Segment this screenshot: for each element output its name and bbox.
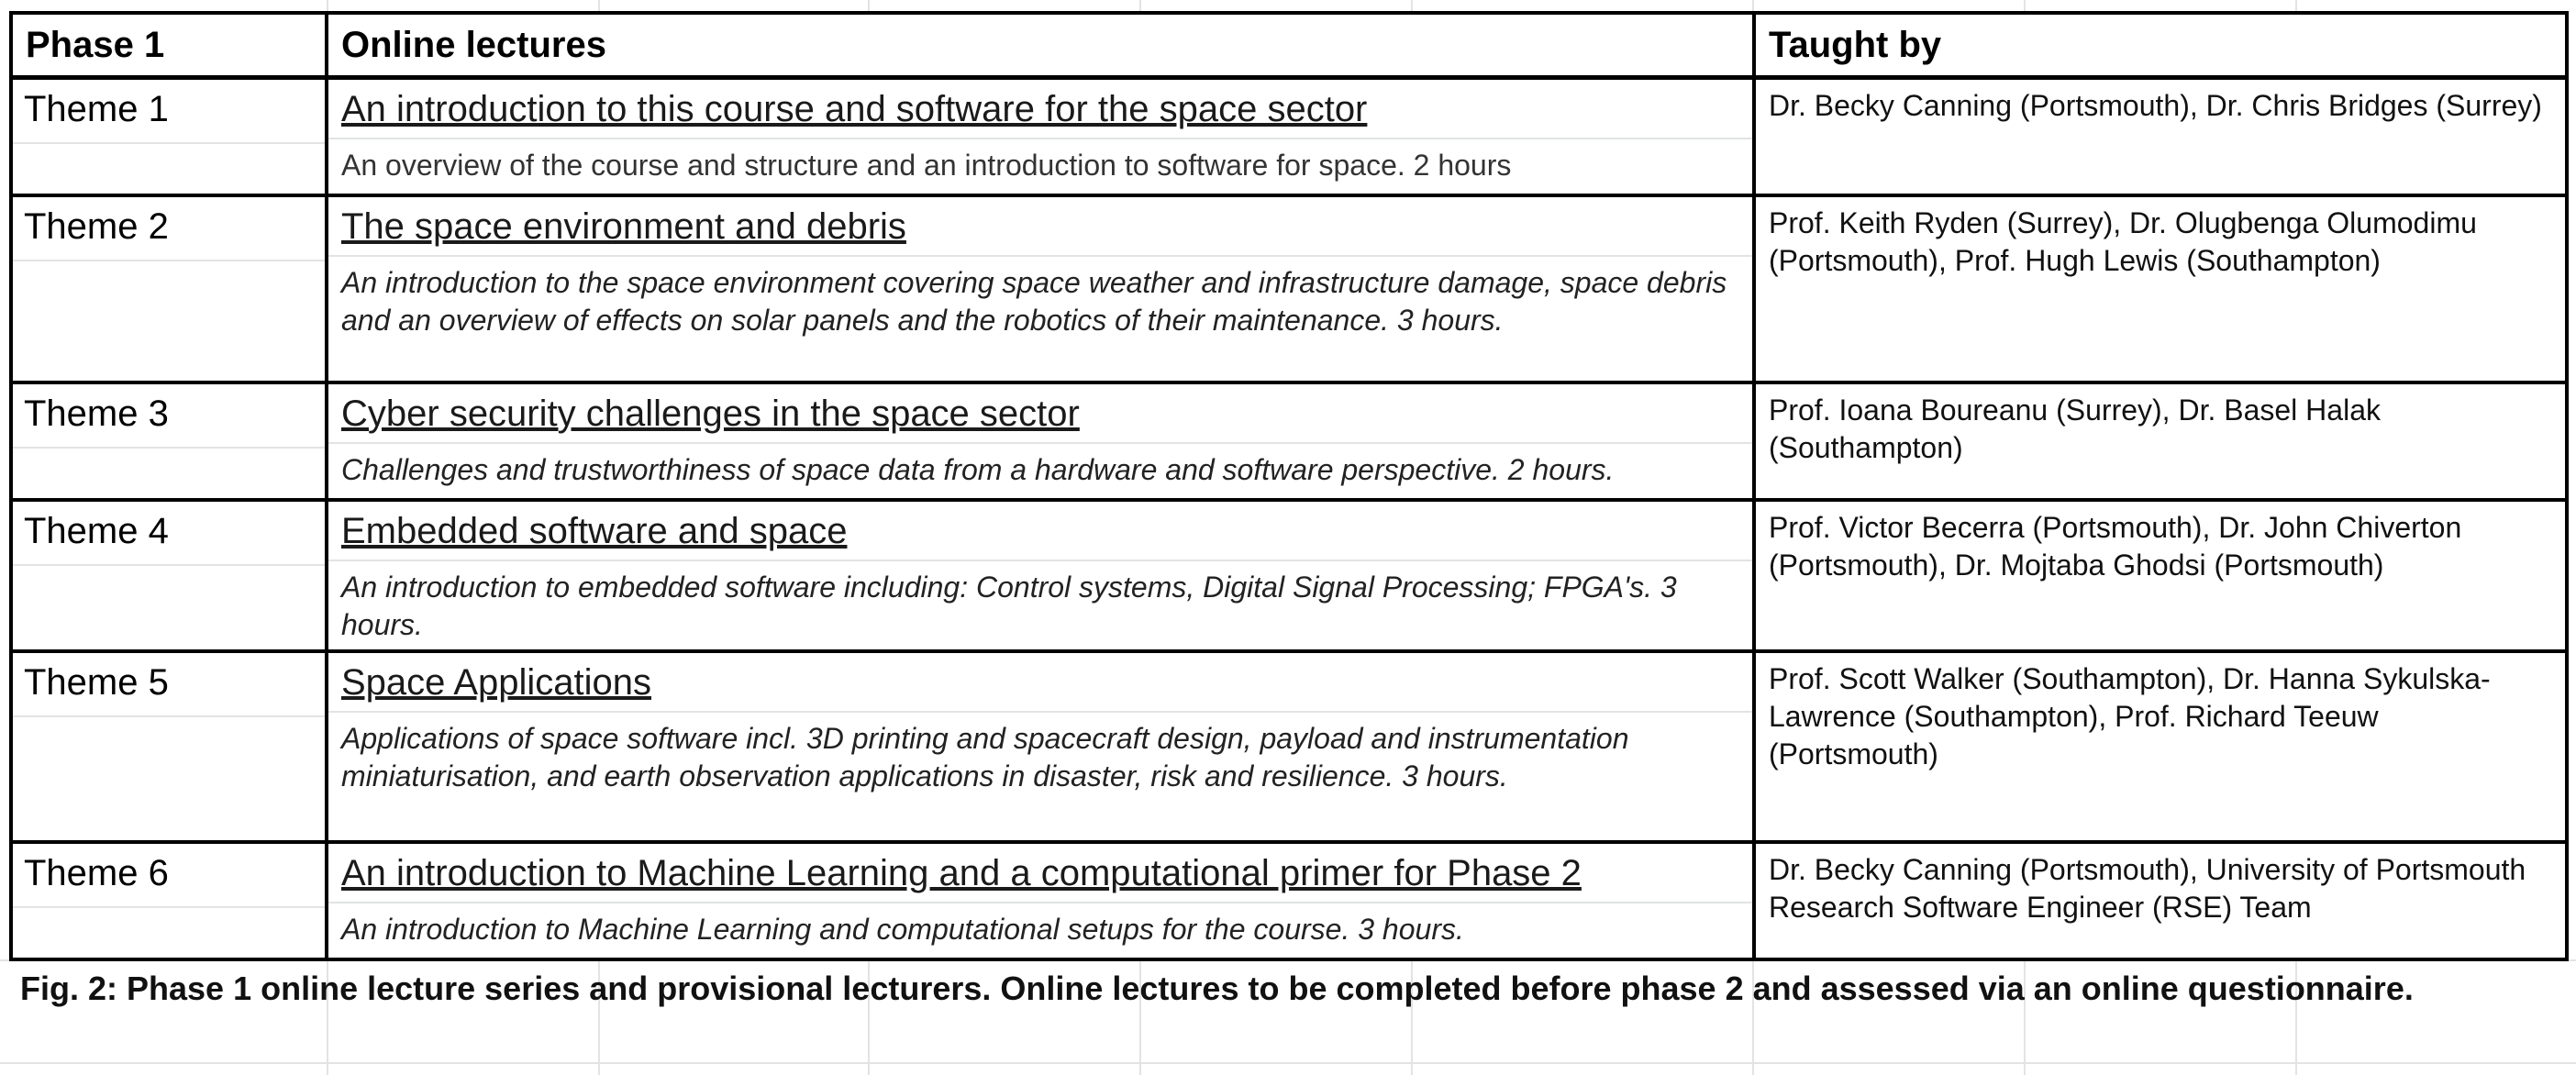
table-row: Theme 3 Cyber security challenges in the…: [9, 380, 2569, 502]
lecture-cell[interactable]: Cyber security challenges in the space s…: [325, 380, 1756, 502]
cell-divider: [13, 905, 325, 908]
lecture-cell[interactable]: An introduction to this course and softw…: [325, 75, 1756, 197]
lecture-description: An introduction to embedded software inc…: [341, 570, 1677, 641]
cell-divider: [13, 259, 325, 261]
table-row: Theme 5 Space Applications Applications …: [9, 648, 2569, 844]
lecture-cell[interactable]: An introduction to Machine Learning and …: [325, 839, 1756, 961]
lecture-cell[interactable]: The space environment and debris An intr…: [325, 193, 1756, 384]
theme-cell[interactable]: Theme 1: [9, 75, 328, 197]
theme-label: Theme 2: [24, 205, 169, 247]
theme-label: Theme 1: [24, 89, 169, 129]
taught-by-cell[interactable]: Dr. Becky Canning (Portsmouth), Dr. Chri…: [1752, 75, 2569, 197]
lecture-table: Phase 1 Online lectures Taught by Theme …: [9, 11, 2569, 961]
lecture-table-container: Phase 1 Online lectures Taught by Theme …: [9, 11, 2569, 961]
theme-cell[interactable]: Theme 6: [9, 839, 328, 961]
lecture-description: An overview of the course and structure …: [341, 149, 1512, 182]
header-row: Phase 1 Online lectures Taught by: [9, 11, 2569, 80]
theme-cell[interactable]: Theme 3: [9, 380, 328, 502]
lecture-title-link[interactable]: Space Applications: [328, 653, 1752, 713]
header-taught-by[interactable]: Taught by: [1752, 11, 2569, 80]
table-row: Theme 2 The space environment and debris…: [9, 193, 2569, 384]
theme-cell[interactable]: Theme 5: [9, 648, 328, 844]
lecture-cell[interactable]: Embedded software and space An introduct…: [325, 497, 1756, 653]
theme-label: Theme 3: [24, 393, 169, 434]
figure-caption: Fig. 2: Phase 1 online lecture series an…: [20, 970, 2414, 1007]
lecture-title-link[interactable]: An introduction to this course and softw…: [328, 80, 1752, 139]
lecture-description: Challenges and trustworthiness of space …: [341, 452, 1615, 486]
header-phase[interactable]: Phase 1: [9, 11, 328, 80]
gridline: [0, 1062, 2576, 1064]
lecture-title-link[interactable]: The space environment and debris: [328, 197, 1752, 257]
theme-label: Theme 5: [24, 661, 169, 703]
lecture-cell[interactable]: Space Applications Applications of space…: [325, 648, 1756, 844]
lecture-title-link[interactable]: Cyber security challenges in the space s…: [328, 384, 1752, 444]
lecture-title-link[interactable]: An introduction to Machine Learning and …: [328, 844, 1752, 903]
theme-cell[interactable]: Theme 2: [9, 193, 328, 384]
lecture-description: An introduction to the space environment…: [341, 265, 1727, 337]
cell-divider: [13, 142, 325, 144]
theme-label: Theme 6: [24, 852, 169, 893]
cell-divider: [13, 563, 325, 566]
header-online-lectures[interactable]: Online lectures: [325, 11, 1756, 80]
gridline: [0, 959, 2576, 961]
cell-divider: [13, 715, 325, 717]
lecture-title-link[interactable]: Embedded software and space: [328, 502, 1752, 561]
taught-by-cell[interactable]: Prof. Keith Ryden (Surrey), Dr. Olugbeng…: [1752, 193, 2569, 384]
lecture-description: Applications of space software incl. 3D …: [341, 721, 1629, 792]
taught-by-cell[interactable]: Prof. Ioana Boureanu (Surrey), Dr. Basel…: [1752, 380, 2569, 502]
theme-cell[interactable]: Theme 4: [9, 497, 328, 653]
table-row: Theme 4 Embedded software and space An i…: [9, 497, 2569, 653]
table-row: Theme 6 An introduction to Machine Learn…: [9, 839, 2569, 961]
taught-by-cell[interactable]: Prof. Victor Becerra (Portsmouth), Dr. J…: [1752, 497, 2569, 653]
taught-by-cell[interactable]: Dr. Becky Canning (Portsmouth), Universi…: [1752, 839, 2569, 961]
theme-label: Theme 4: [24, 510, 169, 551]
cell-divider: [13, 446, 325, 449]
taught-by-cell[interactable]: Prof. Scott Walker (Southampton), Dr. Ha…: [1752, 648, 2569, 844]
lecture-description: An introduction to Machine Learning and …: [341, 912, 1464, 946]
table-row: Theme 1 An introduction to this course a…: [9, 75, 2569, 197]
